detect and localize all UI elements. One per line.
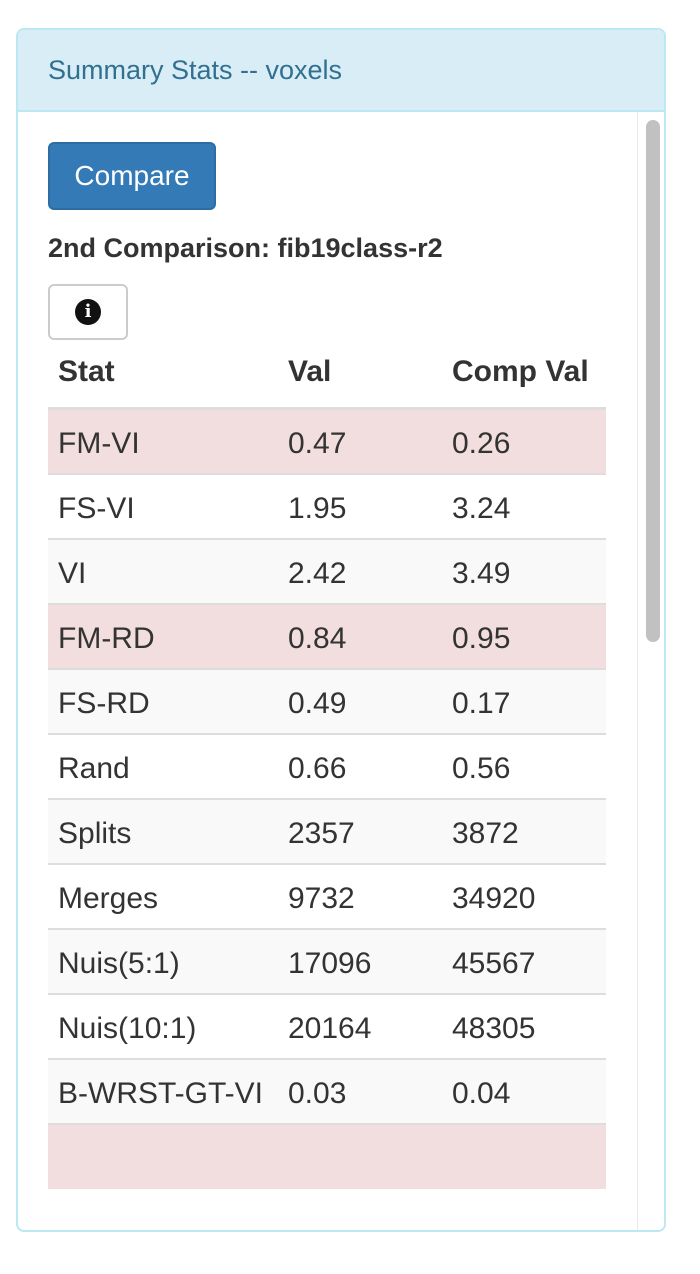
cell-stat: FM-VI [48,408,278,474]
cell-val: 0.47 [278,408,442,474]
panel-content: Compare 2nd Comparison: fib19class-r2 i … [48,142,606,1189]
cell-val: 2.42 [278,537,442,604]
cell-val: 0.49 [278,667,442,734]
scrollbar-thumb[interactable] [646,120,660,642]
table-row: B-WRST-GT-VI 0.03 0.04 [48,1057,606,1124]
cell-comp-val: 3872 [442,797,606,864]
header-val: Val [278,350,442,410]
cell-val: 2357 [278,797,442,864]
cell-stat: Nuis(10:1) [48,992,278,1059]
cell-stat: Merges [48,862,278,929]
stats-table-body: FM-VI 0.47 0.26 FS-VI 1.95 3.24 VI 2.42 3.49 FM-R… [48,408,606,1189]
table-row: Rand 0.66 0.56 [48,732,606,799]
table-row: Nuis(5:1) 17096 45567 [48,927,606,994]
cell-val: 1.95 [278,472,442,539]
cell-val: 0.84 [278,602,442,669]
cell-val: 0.66 [278,732,442,799]
cell-comp-val: 45567 [442,927,606,994]
cell-stat: FM-RD [48,602,278,669]
info-circle-icon: i [75,299,101,325]
summary-stats-panel: Summary Stats -- voxels Compare 2nd Comp… [16,28,666,1232]
cell-comp-val: 0.04 [442,1057,606,1124]
cell-stat: FS-VI [48,472,278,539]
comparison-label: 2nd Comparison: fib19class-r2 [48,233,443,263]
cell-val: 9732 [278,862,442,929]
cell-comp-val: 0.17 [442,667,606,734]
table-row: FS-VI 1.95 3.24 [48,472,606,539]
cell-comp-val: 3.49 [442,537,606,604]
table-row: FM-RD 0.84 0.95 [48,602,606,669]
cell-comp-val: 34920 [442,862,606,929]
table-row: Merges 9732 34920 [48,862,606,929]
cell-val: 17096 [278,927,442,994]
cell-stat: Rand [48,732,278,799]
table-row: FM-VI 0.47 0.26 [48,408,606,474]
cell-val: 0.03 [278,1057,442,1124]
cell-stat: Splits [48,797,278,864]
cell-stat: VI [48,537,278,604]
cell-stat: FS-RD [48,667,278,734]
cell-comp-val: 0.26 [442,408,606,474]
cell-comp-val: 0.95 [442,602,606,669]
cell-stat: B-WRST-GT-VI [48,1057,278,1124]
stats-table: Stat Val Comp Val FM-VI 0.47 0.26 FS-VI 1.95… [48,350,606,1189]
table-row: VI 2.42 3.49 [48,537,606,604]
cell-val [278,1122,442,1189]
cell-comp-val [442,1122,606,1189]
cell-val: 20164 [278,992,442,1059]
panel-heading: Summary Stats -- voxels [18,30,664,112]
compare-button[interactable]: Compare [48,142,216,210]
cell-comp-val: 3.24 [442,472,606,539]
header-comp-val: Comp Val [442,350,606,410]
cell-comp-val: 48305 [442,992,606,1059]
scrollbar[interactable] [637,112,664,1230]
cell-stat [48,1122,278,1189]
table-row: Nuis(10:1) 20164 48305 [48,992,606,1059]
cell-stat: Nuis(5:1) [48,927,278,994]
header-stat: Stat [48,350,278,410]
panel-body: Compare 2nd Comparison: fib19class-r2 i … [18,112,664,1230]
table-row [48,1122,606,1189]
table-header-row: Stat Val Comp Val [48,350,606,410]
table-row: Splits 2357 3872 [48,797,606,864]
panel-title: Summary Stats -- voxels [48,54,343,85]
cell-comp-val: 0.56 [442,732,606,799]
table-row: FS-RD 0.49 0.17 [48,667,606,734]
info-button[interactable]: i [48,284,128,340]
